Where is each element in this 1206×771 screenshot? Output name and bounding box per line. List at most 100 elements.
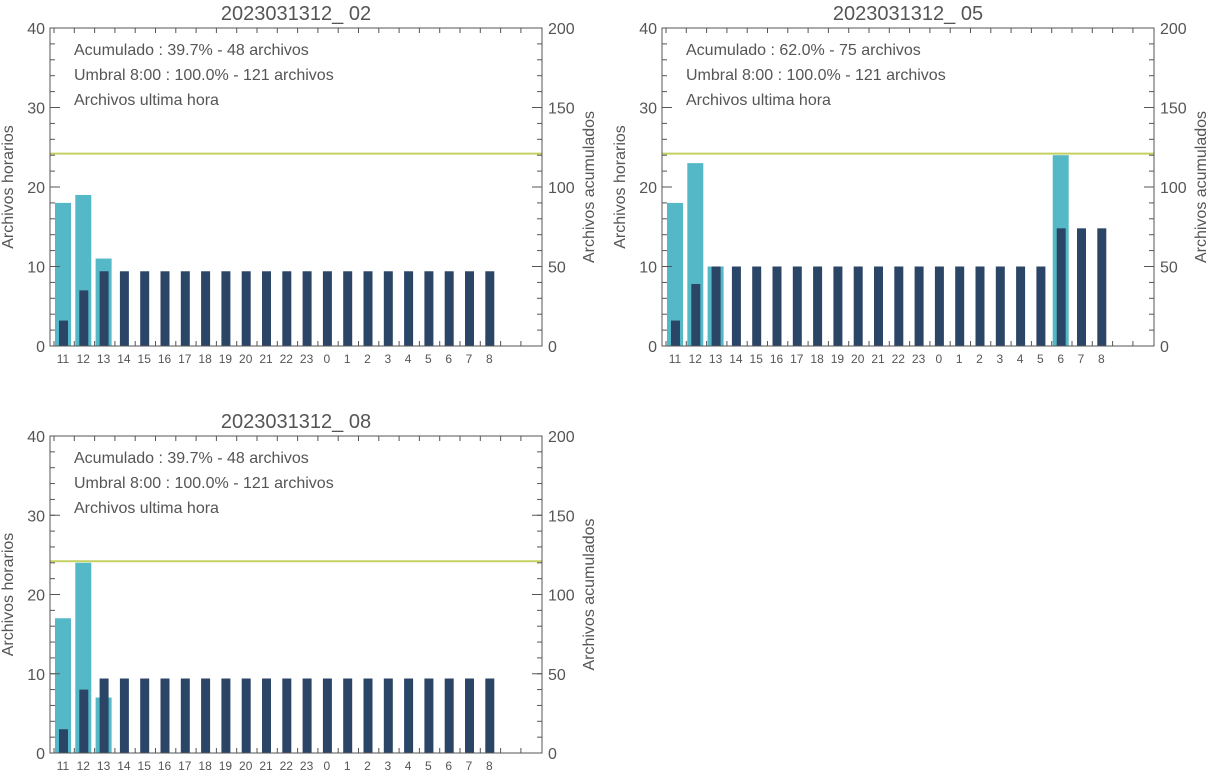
y-tick-label: 30 [27,508,45,525]
y2-tick-label: 100 [548,180,575,197]
x-tick-label: 7 [466,759,473,771]
x-tick-label: 7 [466,352,473,366]
x-tick-label: 22 [280,759,294,771]
x-tick-label: 11 [57,759,70,771]
cumulative-bar [444,271,454,346]
y2-tick-label: 150 [548,101,575,118]
cumulative-bar [282,271,292,346]
x-tick-label: 4 [1017,352,1024,366]
x-tick-label: 8 [1098,352,1105,366]
y2-axis-title: Archivos acumulados [581,518,598,670]
y-tick-label: 0 [36,746,45,763]
legend-ultima-hora: Archivos ultima hora [74,500,219,517]
y2-tick-label: 0 [1160,339,1169,356]
x-tick-label: 13 [97,352,111,366]
cumulative-bar [180,678,190,753]
y-tick-label: 20 [27,180,45,197]
legend-umbral: Umbral 8:00 : 100.0% - 121 archivos [74,475,334,492]
x-tick-label: 16 [158,759,172,771]
y-tick-label: 30 [27,101,45,118]
x-tick-label: 18 [198,759,212,771]
cumulative-bar [59,320,68,346]
x-tick-label: 1 [344,759,351,771]
x-tick-label: 0 [936,352,943,366]
cumulative-bar [485,271,495,346]
x-tick-label: 13 [97,759,111,771]
x-tick-label: 6 [445,352,452,366]
x-tick-label: 19 [831,352,845,366]
cumulative-bar [894,266,904,346]
x-tick-label: 3 [996,352,1003,366]
y-axis-title: Archivos horarios [612,125,629,249]
x-tick-label: 3 [384,352,391,366]
y-tick-label: 20 [27,588,45,605]
y2-tick-label: 50 [548,260,566,277]
x-tick-label: 23 [912,352,926,366]
y2-tick-label: 100 [548,588,575,605]
cumulative-bar [1036,266,1046,346]
cumulative-bar [1077,228,1086,346]
x-tick-label: 0 [324,759,331,771]
x-tick-label: 0 [324,352,331,366]
chart-title: 2023031312_ 02 [221,3,371,25]
y-tick-label: 20 [639,180,657,197]
cumulative-bar [792,266,802,346]
x-tick-label: 16 [158,352,172,366]
cumulative-bar [79,689,89,753]
cumulative-bar [322,678,332,753]
y-tick-label: 10 [639,260,657,277]
x-tick-label: 8 [486,759,493,771]
x-tick-label: 18 [198,352,212,366]
legend-acumulado: Acumulado : 62.0% - 75 archivos [686,42,921,59]
cumulative-bar [914,266,924,346]
y2-axis-title: Archivos acumulados [581,111,598,263]
cumulative-bar [343,271,353,346]
cumulative-bar [424,271,434,346]
cumulative-bar [241,678,251,753]
x-tick-label: 18 [810,352,824,366]
cumulative-bar [201,271,211,346]
cumulative-bar [404,271,414,346]
x-tick-label: 1 [344,352,351,366]
x-tick-label: 22 [280,352,294,366]
cumulative-bar [1097,228,1107,346]
y2-tick-label: 0 [548,746,557,763]
x-tick-label: 4 [405,352,412,366]
cumulative-bar [221,271,231,346]
cumulative-bar [485,678,495,753]
x-tick-label: 21 [259,352,273,366]
x-tick-label: 11 [669,352,682,366]
x-tick-label: 14 [117,759,131,771]
x-tick-label: 6 [445,759,452,771]
cumulative-bar [363,271,373,346]
cumulative-bar [731,266,741,346]
cumulative-bar [383,271,393,346]
y-tick-label: 0 [36,339,45,356]
cumulative-bar [874,266,883,346]
cumulative-bar [241,271,251,346]
x-tick-label: 15 [138,759,152,771]
cumulative-bar [160,678,170,753]
cumulative-bar [955,266,965,346]
x-tick-label: 14 [729,352,743,366]
y2-tick-label: 150 [548,508,575,525]
x-tick-label: 8 [486,352,493,366]
y-axis-title: Archivos horarios [0,125,17,249]
cumulative-bar [119,271,129,346]
cumulative-bar [424,678,434,753]
cumulative-bar [465,271,474,346]
x-tick-label: 15 [750,352,764,366]
hourly-bar [55,202,71,346]
cumulative-bar [752,266,762,346]
x-tick-label: 23 [300,759,314,771]
cumulative-bar [772,266,782,346]
x-tick-label: 20 [851,352,865,366]
legend-acumulado: Acumulado : 39.7% - 48 archivos [74,42,309,59]
chart-title: 2023031312_ 05 [833,3,983,25]
chart-title: 2023031312_ 08 [221,411,371,433]
x-tick-label: 3 [384,759,391,771]
cumulative-bar [853,266,863,346]
y-tick-label: 40 [27,21,45,38]
cumulative-bar [59,729,68,753]
